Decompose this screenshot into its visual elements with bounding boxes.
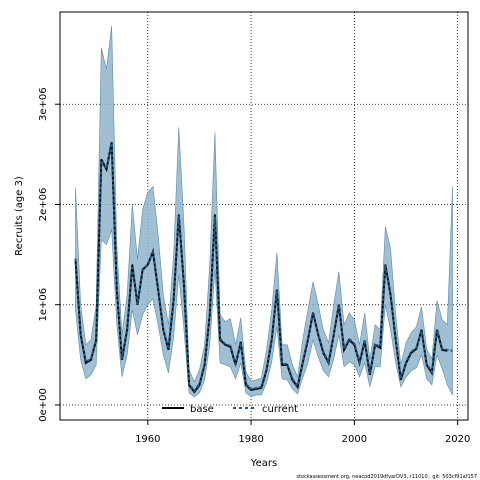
plot-frame xyxy=(59,11,469,421)
x-axis-title: Years xyxy=(250,458,277,469)
confidence-band xyxy=(75,25,453,398)
y-tick-label-2: 2e+06 xyxy=(38,188,49,222)
y-tick-label-1: 1e+06 xyxy=(38,288,49,322)
x-tick-label-2: 2000 xyxy=(342,434,367,445)
footer-credit: stockassessment.org, neacod2019dfvarDV3,… xyxy=(296,474,477,480)
legend: base current xyxy=(162,404,298,415)
series-layer xyxy=(74,142,453,394)
y-axis-title: Recruits (age 3) xyxy=(14,176,25,256)
legend-label-current: current xyxy=(262,404,298,415)
gridlines xyxy=(60,12,468,420)
legend-label-base: base xyxy=(190,404,214,415)
y-tick-label-3: 3e+06 xyxy=(38,87,49,121)
x-tick-label-0: 1960 xyxy=(135,434,160,445)
y-axis: 0e+00 1e+06 2e+06 3e+06 xyxy=(38,87,60,422)
x-axis: 1960 1980 2000 2020 xyxy=(135,420,470,445)
confidence-band-layer xyxy=(75,25,453,398)
series-line-current xyxy=(74,143,453,393)
x-tick-label-3: 2020 xyxy=(445,434,470,445)
x-tick-label-1: 1980 xyxy=(238,434,263,445)
y-tick-label-0: 0e+00 xyxy=(38,388,49,422)
